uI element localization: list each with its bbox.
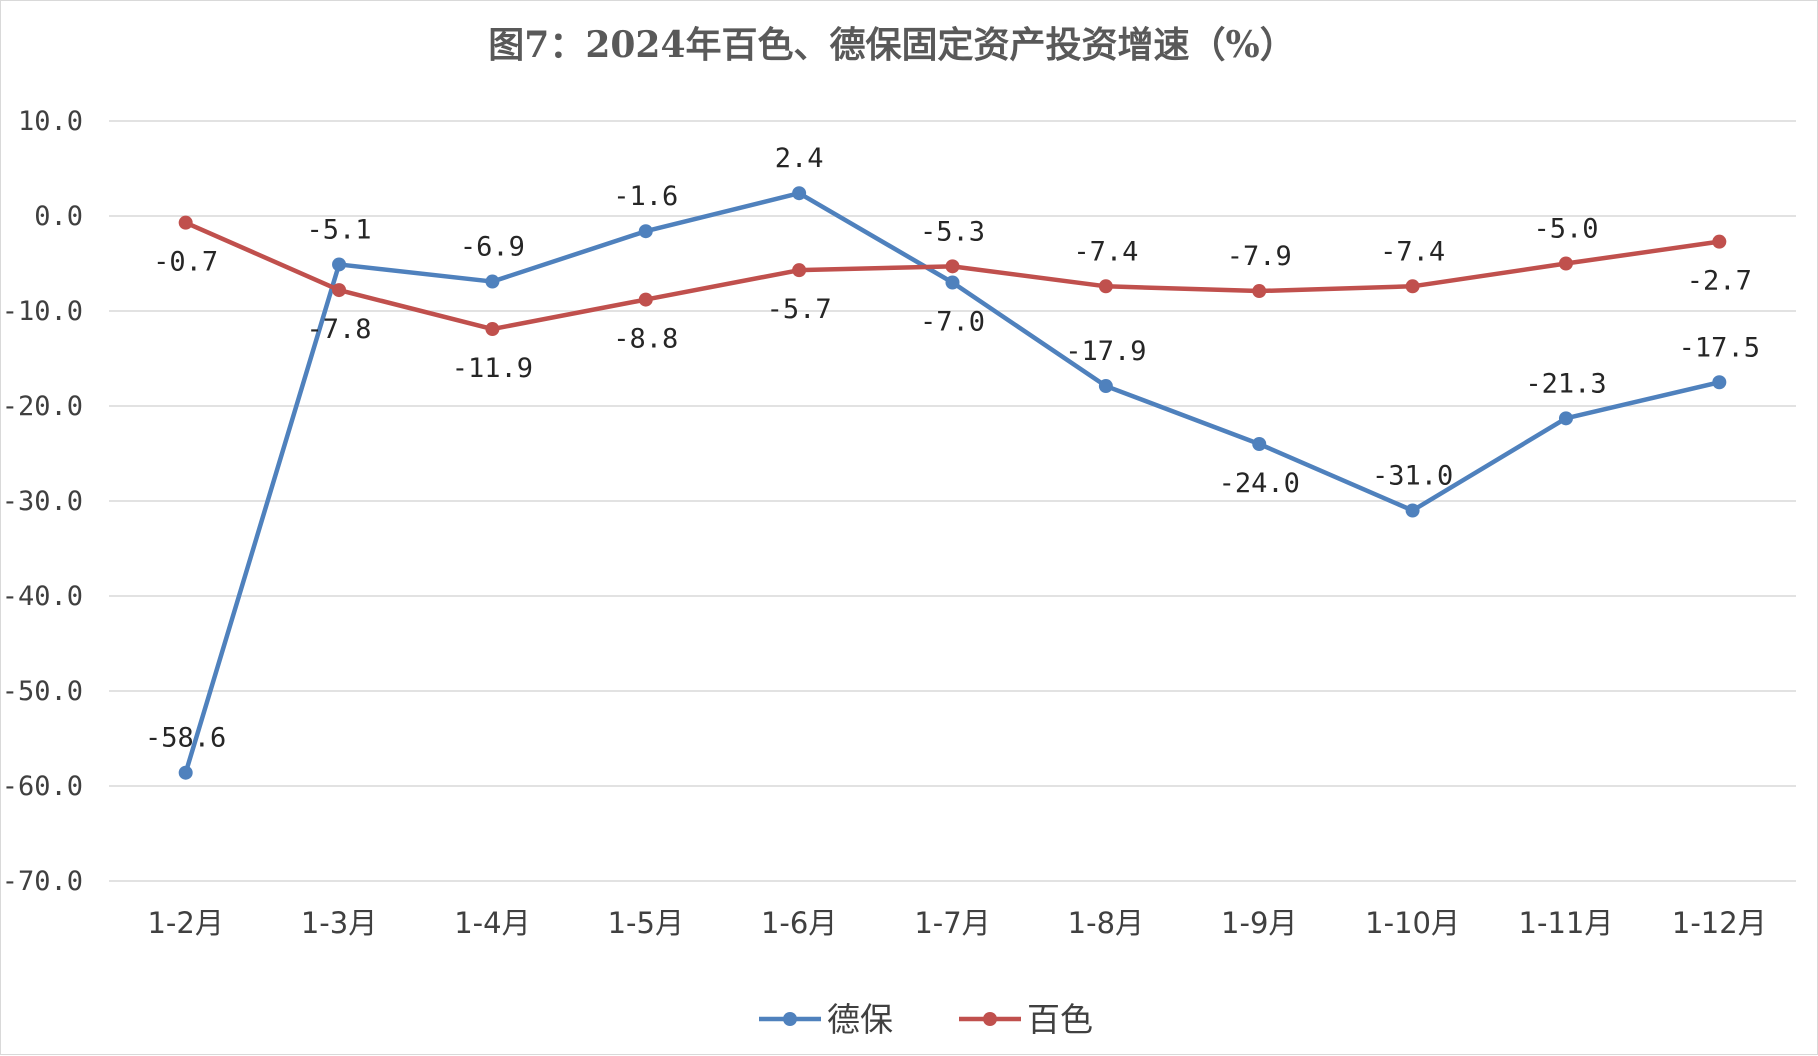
data-point [1712,234,1727,249]
data-point [178,765,193,780]
data-point [945,259,960,274]
data-label: -58.6 [145,723,226,754]
y-axis-ticks: 10.0 0.0 -10.0 -20.0 -30.0 -40.0 -50.0 -60.0 -70… [2,106,83,897]
x-tick-label: 1-2月 [147,906,223,940]
data-label: -17.9 [1065,336,1146,367]
data-label: -5.0 [1533,214,1598,245]
data-point [1098,379,1113,394]
gridlines [109,120,1796,882]
data-point [638,292,653,307]
legend-label: 百色 [1027,1000,1093,1039]
data-point [945,275,960,290]
x-tick-label: 1-3月 [301,906,377,940]
x-tick-label: 1-8月 [1068,906,1144,940]
data-label: -17.5 [1679,332,1760,363]
y-tick-label: -20.0 [2,391,83,422]
data-point [638,224,653,239]
y-tick-label: 10.0 [18,106,83,137]
legend-label: 德保 [827,1000,893,1039]
y-tick-label: 0.0 [34,201,83,232]
x-tick-label: 1-4月 [454,906,530,940]
y-tick-label: -60.0 [2,771,83,802]
data-point [332,257,347,272]
legend-swatch-marker [783,1012,797,1026]
series-lines [178,186,1727,780]
y-tick-label: -30.0 [2,486,83,517]
data-label: -7.0 [920,307,985,338]
data-label: -7.9 [1227,241,1292,272]
y-tick-label: -50.0 [2,676,83,707]
y-tick-label: -40.0 [2,581,83,612]
x-tick-label: 1-9月 [1221,906,1297,940]
data-point [1098,279,1113,294]
data-label: -0.7 [153,247,218,278]
data-label: -1.6 [613,181,678,212]
data-label: -7.8 [307,314,372,345]
data-label: -2.7 [1687,266,1752,297]
data-label: -8.8 [613,324,678,355]
data-point [485,274,500,289]
x-tick-label: 1-7月 [914,906,990,940]
data-point [485,322,500,337]
data-label: -31.0 [1372,461,1453,492]
x-axis-ticks: 1-2月 1-3月 1-4月 1-5月 1-6月 1-7月 1-8月 1-9月 1-10月 1-1… [147,906,1766,940]
x-tick-label: 1-11月 [1519,906,1614,940]
data-label: -7.4 [1380,236,1445,267]
data-point [178,215,193,230]
data-label: -7.4 [1073,236,1138,267]
legend-swatch-marker [983,1012,997,1026]
y-tick-label: -70.0 [2,866,83,897]
data-label: -5.7 [767,294,832,325]
data-label: -24.0 [1219,468,1300,499]
data-label: -6.9 [460,232,525,263]
x-tick-label: 1-12月 [1672,906,1767,940]
x-tick-label: 1-6月 [761,906,837,940]
data-point [792,186,807,201]
data-label: -5.3 [920,216,985,247]
data-point [332,283,347,298]
data-point [1712,375,1727,390]
data-label: -21.3 [1525,368,1606,399]
data-point [1558,256,1573,271]
data-point [1252,284,1267,299]
data-point [1405,503,1420,518]
data-point [1405,279,1420,294]
legend: 德保 百色 [759,1000,1093,1039]
data-point [1558,411,1573,426]
chart-title: 图7：2024年百色、德保固定资产投资增速（%） [488,24,1295,66]
data-point [792,263,807,278]
data-point [1252,437,1267,451]
x-tick-label: 1-10月 [1365,906,1460,940]
data-labels: -58.6 -5.1 -6.9 -1.6 2.4 -7.0 -17.9 -24.0 -31.0 -… [145,143,1760,754]
x-tick-label: 1-5月 [608,906,684,940]
data-label: 2.4 [775,143,824,174]
y-tick-label: -10.0 [2,296,83,327]
data-label: -5.1 [307,214,372,245]
data-label: -11.9 [452,353,533,384]
